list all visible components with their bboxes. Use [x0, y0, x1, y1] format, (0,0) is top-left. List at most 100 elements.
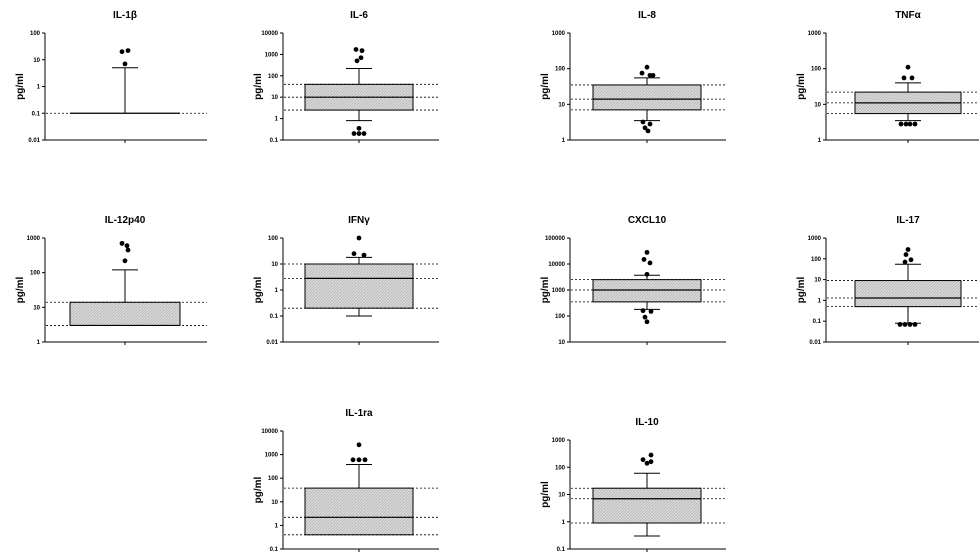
outlier-point [898, 121, 904, 127]
y-tick-label: 10000 [261, 31, 278, 37]
y-tick-label: 0.01 [28, 138, 40, 144]
outlier-point [362, 457, 368, 463]
y-tick-label: 10 [271, 500, 278, 506]
y-tick-label: 0.01 [809, 340, 821, 346]
iqr-box [592, 487, 702, 524]
y-tick-label: 100 [555, 465, 566, 471]
y-axis-label: pg/ml [253, 73, 264, 100]
y-tick-label: 1000 [27, 236, 41, 242]
outlier-point [644, 319, 650, 325]
outlier-point [903, 121, 909, 127]
y-tick-label: 100 [268, 476, 279, 482]
outlier-point [912, 322, 918, 327]
y-tick-label: 1000 [552, 288, 566, 294]
y-tick-label: 10 [33, 305, 40, 311]
outlier-point [647, 260, 653, 266]
iqr-box [304, 263, 414, 309]
outlier-point [897, 322, 903, 327]
outlier-point [642, 314, 648, 320]
outlier-point [124, 243, 130, 249]
outlier-point [350, 457, 356, 463]
y-tick-label: 1 [37, 85, 41, 91]
outlier-point [356, 125, 362, 131]
outlier-point [122, 258, 128, 264]
outlier-point [905, 64, 911, 70]
outlier-point [351, 131, 357, 136]
outlier-point [356, 235, 362, 241]
y-tick-label: 10 [814, 102, 821, 108]
panel-title: IL-12p40 [105, 215, 146, 226]
y-tick-label: 100 [811, 67, 822, 73]
y-tick-label: 10 [558, 493, 565, 499]
y-tick-label: 0.1 [270, 138, 279, 144]
outlier-point [903, 252, 909, 257]
y-tick-label: 10000 [261, 429, 278, 435]
y-tick-label: 10 [814, 278, 821, 284]
iqr-box [304, 487, 414, 536]
y-axis-label: pg/ml [15, 73, 26, 100]
outlier-point [645, 128, 651, 134]
box-plot-panel: IL-8 pg/ml 1 10 100 1000 [540, 10, 726, 144]
y-tick-label: 10 [558, 340, 565, 346]
y-tick-label: 100 [268, 236, 279, 242]
y-tick-label: 100 [30, 31, 41, 37]
y-axis-label: pg/ml [253, 476, 264, 503]
outlier-point [641, 257, 647, 262]
y-tick-label: 1000 [265, 453, 279, 459]
y-tick-label: 1000 [552, 31, 566, 37]
outlier-point [354, 58, 360, 64]
y-tick-label: 0.1 [32, 111, 41, 117]
outlier-point [640, 308, 646, 314]
box-plot-panel: IL-1ra pg/ml 0.1 1 10 100 1000 10000 [253, 408, 439, 553]
outlier-point [908, 257, 914, 263]
outlier-point [648, 459, 654, 465]
outlier-point [359, 48, 365, 54]
y-tick-label: 1 [275, 288, 279, 294]
outlier-point [361, 252, 367, 258]
iqr-box [592, 279, 702, 303]
y-axis-label: pg/ml [796, 276, 807, 303]
y-tick-label: 0.1 [813, 319, 822, 325]
y-tick-label: 0.1 [270, 314, 279, 320]
panel-title: IL-6 [350, 10, 368, 21]
iqr-box [592, 84, 702, 111]
outlier-point [119, 240, 125, 246]
panel-title: TNFα [895, 10, 921, 21]
y-axis-label: pg/ml [540, 481, 551, 508]
outlier-point [358, 55, 364, 61]
outlier-point [644, 460, 650, 466]
box-plot-panel: TNFα pg/ml 1 10 100 1000 [796, 10, 979, 144]
y-tick-label: 100 [555, 67, 566, 73]
iqr-box [854, 280, 962, 308]
y-tick-label: 1000 [808, 31, 822, 37]
outlier-point [650, 72, 656, 78]
y-tick-label: 1 [37, 340, 41, 346]
outlier-point [905, 247, 911, 252]
panel-title: IL-1ra [345, 408, 373, 419]
box-plot-panel: IL-12p40 pg/ml 1 10 100 1000 [15, 215, 207, 346]
y-tick-label: 100 [30, 271, 41, 277]
outlier-point [909, 75, 915, 81]
panel-title: IL-17 [896, 215, 920, 226]
outlier-point [907, 322, 913, 327]
outlier-point [648, 452, 654, 458]
outlier-point [644, 271, 650, 277]
y-axis-label: pg/ml [253, 276, 264, 303]
y-tick-label: 1 [818, 298, 822, 304]
y-tick-label: 1000 [265, 52, 279, 58]
y-tick-label: 1 [562, 520, 566, 526]
y-tick-label: 1 [818, 138, 822, 144]
outlier-point [902, 322, 908, 327]
y-axis-label: pg/ml [15, 276, 26, 303]
y-tick-label: 1000 [808, 236, 822, 242]
outlier-point [356, 442, 362, 448]
y-tick-label: 10000 [548, 262, 565, 268]
outlier-point [639, 70, 645, 76]
box-plot-panel: IL-10 pg/ml 0.1 1 10 100 1000 [540, 417, 726, 553]
box-plot-panel: IL-1β pg/ml 0.01 0.1 1 10 100 [15, 10, 207, 144]
box-plot-panel: IFNγ pg/ml 0.01 0.1 1 10 100 [253, 215, 439, 346]
outlier-point [644, 64, 650, 70]
outlier-point [901, 75, 907, 81]
